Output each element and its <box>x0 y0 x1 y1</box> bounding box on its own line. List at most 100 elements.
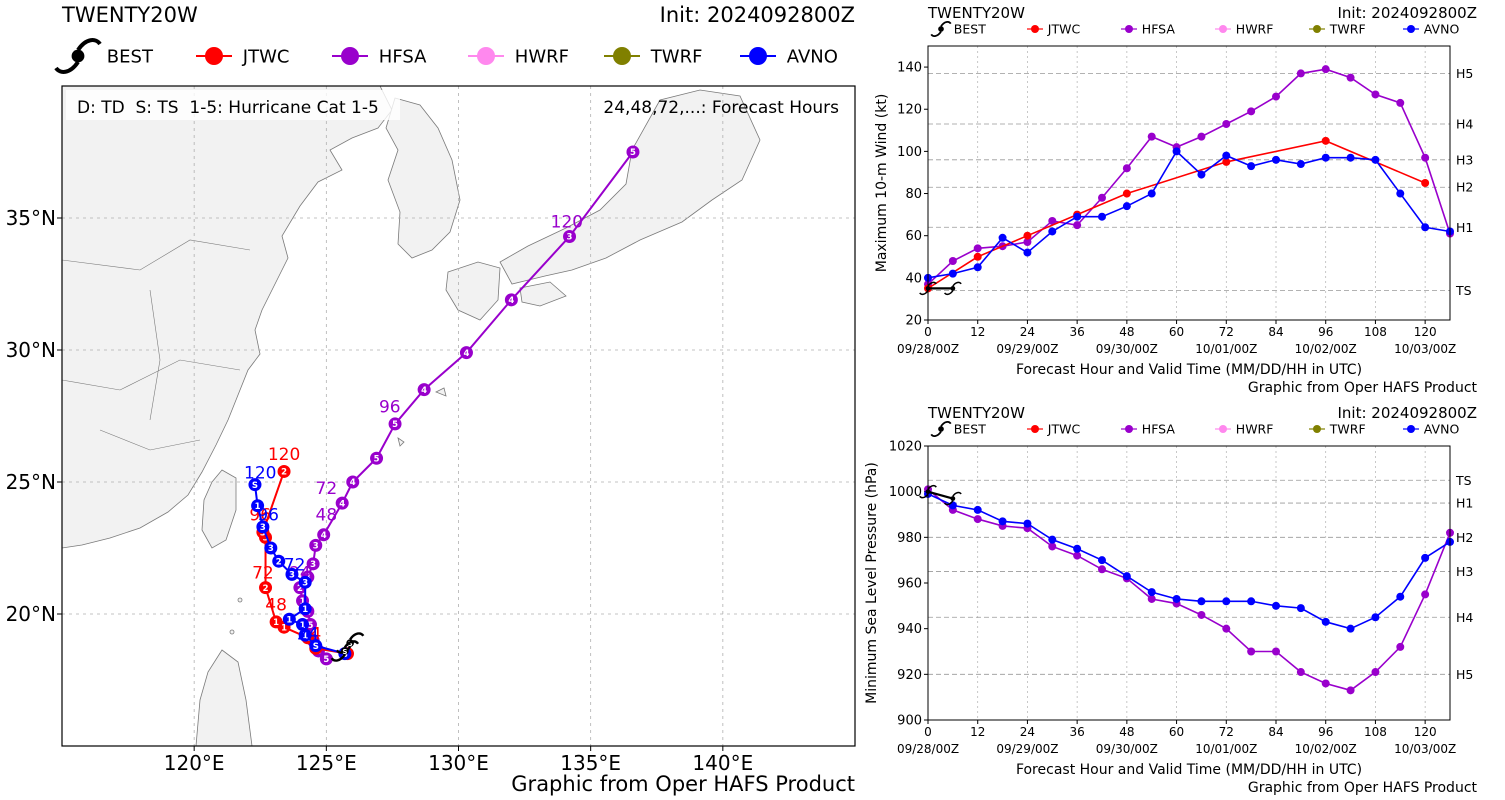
track-hfsa-intensity: 3 <box>310 560 316 570</box>
pres-avno-point <box>1321 617 1330 626</box>
best-icon-arm <box>54 38 102 74</box>
pres-avno-point <box>948 501 957 510</box>
track-hfsa-point <box>626 145 640 159</box>
wind-avno-point <box>1346 153 1355 162</box>
track-hfsa-point <box>417 383 431 397</box>
wind-category-label: H4 <box>1456 116 1473 131</box>
pres-tick-label-x: 24 <box>1020 725 1035 739</box>
pres-avno-point <box>1122 572 1131 581</box>
wind-tick-label-y: 80 <box>905 187 922 202</box>
track-avno-intensity: 2 <box>276 557 282 567</box>
best-icon-arm <box>330 640 360 662</box>
pres-tick-label-x: 72 <box>1219 725 1234 739</box>
track-hfsa-point <box>563 229 577 243</box>
pres-tick-label-x: 96 <box>1318 725 1333 739</box>
best-icon-core <box>938 26 944 32</box>
pressure-init-time: Init: 2024092800Z <box>1337 404 1477 422</box>
track-hfsa-hour-label: 120 <box>551 212 583 232</box>
wind-best-point <box>919 281 937 296</box>
pres-hfsa-point <box>1421 590 1430 599</box>
wind-category-label: H1 <box>1456 220 1473 235</box>
pres-hfsa-point <box>973 515 982 524</box>
pres-avno-point <box>998 517 1007 526</box>
wind-tick-label-x: 12 <box>970 325 985 339</box>
track-hfsa-intensity: 1 <box>300 597 306 607</box>
map-key-left: D: TD S: TS 1-5: Hurricane Cat 1-5 <box>77 98 379 118</box>
wind-date-label: 10/03/00Z <box>1394 342 1456 356</box>
track-hfsa-intensity: 5 <box>308 621 314 631</box>
track-hfsa-point <box>370 451 384 465</box>
pres-tick-label-y: 960 <box>897 577 922 592</box>
wind-tick-label-x: 48 <box>1119 325 1134 339</box>
track-avno-point <box>256 520 270 534</box>
pres-avno-point <box>1098 556 1106 565</box>
track-hfsa-intensity: 4 <box>463 349 469 359</box>
wind-category-label: TS <box>1455 283 1472 298</box>
track-jtwc-hour-label: 48 <box>265 595 287 615</box>
pres-category-label: H3 <box>1456 564 1473 579</box>
map-tick-label-lon: 140°E <box>692 751 753 775</box>
pres-hfsa-point <box>1073 551 1082 560</box>
track-avno-point <box>298 602 312 616</box>
pres-hfsa-point <box>1296 668 1305 677</box>
pres-avno-point <box>1172 594 1181 603</box>
wind-legend: BEST JTWC HFSA HWRF TWRF AVNO <box>930 21 1459 37</box>
track-avno-hour-label: 96 <box>257 506 279 526</box>
wind-hfsa-point <box>1048 216 1057 225</box>
wind-panel: TWENTY20W Init: 2024092800Z BEST JTWC HFSA… <box>874 4 1478 396</box>
wind-jtwc-point <box>1222 157 1231 166</box>
pres-avno-point <box>1048 535 1057 544</box>
wind-avno-point <box>1222 151 1231 160</box>
pres-hfsa-point <box>1346 686 1355 695</box>
wind-tick-label-y: 60 <box>905 229 922 244</box>
wind-jtwc-point <box>1321 136 1330 145</box>
pres-date-label: 09/30/00Z <box>1096 742 1158 756</box>
pres-date-label: 10/01/00Z <box>1195 742 1257 756</box>
wind-date-label: 09/29/00Z <box>996 342 1058 356</box>
wind-hfsa-point <box>1247 107 1256 116</box>
pres-date-label: 10/03/00Z <box>1394 742 1456 756</box>
pres-tick-label-y: 920 <box>897 668 922 683</box>
wind-tick-label-x: 72 <box>1219 325 1234 339</box>
pressure-x-axis-label: Forecast Hour and Valid Time (MM/DD/HH i… <box>1016 762 1362 778</box>
track-hfsa-point <box>346 475 360 489</box>
track-hfsa-point <box>317 528 331 542</box>
best-icon-arm <box>919 281 937 296</box>
legend-avno-marker <box>749 47 767 65</box>
wind-hfsa-line <box>927 68 1451 285</box>
track-avno-intensity: S <box>313 642 319 652</box>
legend-hfsa-marker <box>1125 425 1133 433</box>
pres-tick-label-x: 12 <box>970 725 985 739</box>
wind-hfsa-point <box>1396 98 1405 107</box>
wind-category-label: H5 <box>1456 66 1473 81</box>
track-jtwc-intensity: 1 <box>273 618 279 628</box>
legend-best-label: BEST <box>954 422 986 437</box>
map-gridlines <box>62 86 855 746</box>
wind-tick-label-y: 100 <box>897 145 922 160</box>
pres-hfsa-point <box>1272 647 1280 656</box>
track-avno-point <box>309 639 323 653</box>
wind-avno-point <box>1321 153 1330 162</box>
track-jtwc-intensity: 1 <box>281 623 287 633</box>
track-avno-intensity: 1 <box>286 615 292 625</box>
track-best-intensity: S <box>348 640 353 648</box>
track-hfsa-point <box>459 346 473 360</box>
pres-avno-point <box>1396 592 1405 601</box>
legend-hfsa-marker <box>1125 25 1133 33</box>
pres-plot-area <box>928 446 1450 720</box>
pres-tick-label-y: 1000 <box>889 485 922 500</box>
track-avno-intensity: 3 <box>289 571 295 581</box>
pres-category-label: H4 <box>1456 610 1473 625</box>
legend-twrf-marker <box>1313 25 1321 33</box>
track-storm-title: TWENTY20W <box>61 3 198 27</box>
track-hfsa-intensity: 5 <box>630 148 636 158</box>
pres-hfsa-point <box>1147 594 1156 603</box>
track-jtwc-point <box>259 581 273 595</box>
pres-avno-point <box>1222 597 1231 606</box>
legend-hwrf-marker <box>477 47 495 65</box>
track-avno-intensity: 1 <box>300 621 306 631</box>
best-icon-arm <box>930 421 952 437</box>
wind-chart: 0 12 24 36 48 60 72 84 96 108 120 09/28/00Z 09/29/00… <box>897 45 1473 356</box>
track-avno-hour-label: 72 <box>284 556 306 576</box>
track-avno-intensity: 1 <box>255 502 261 512</box>
